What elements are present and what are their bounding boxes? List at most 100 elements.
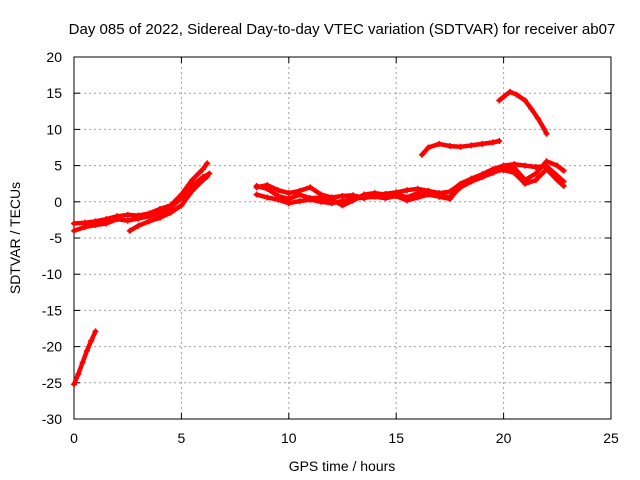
data-point	[339, 193, 346, 200]
data-point	[253, 191, 260, 198]
chart-title: Day 085 of 2022, Sidereal Day-to-day VTE…	[69, 21, 616, 38]
data-point	[446, 195, 453, 202]
data-point	[511, 164, 518, 171]
series-arc-8	[418, 137, 503, 158]
data-point	[513, 91, 520, 98]
data-point	[285, 195, 292, 202]
data-point	[135, 222, 142, 229]
data-point	[543, 158, 550, 165]
series-line	[497, 89, 549, 136]
data-point	[167, 204, 174, 211]
y-tick-label: -30	[42, 411, 62, 427]
series-arc-7	[253, 166, 567, 209]
data-point	[403, 187, 410, 194]
data-point	[71, 227, 77, 234]
data-point	[534, 115, 541, 122]
axis-ticks: 0 5 10 15 20 25 -30 -25 -20 -15 -10 -5 0 5 10 15 20	[42, 49, 619, 446]
y-tick-label: 15	[46, 85, 62, 101]
data-point	[81, 224, 88, 231]
data-point	[382, 191, 389, 198]
data-point	[532, 177, 539, 184]
data-point	[500, 166, 507, 173]
data-point	[135, 215, 142, 222]
x-tick-label: 20	[496, 430, 512, 446]
data-point	[528, 106, 535, 113]
data-point	[489, 168, 496, 175]
series-arc-1	[71, 328, 99, 388]
data-point	[522, 180, 529, 187]
data-point	[124, 211, 131, 218]
data-point	[189, 177, 196, 184]
data-point	[496, 137, 503, 144]
data-point	[554, 162, 561, 169]
y-tick-label: 5	[54, 158, 62, 174]
x-tick-label: 10	[281, 430, 297, 446]
data-point	[532, 164, 539, 171]
x-tick-label: 5	[178, 430, 186, 446]
data-point	[199, 166, 206, 173]
data-point	[339, 202, 346, 209]
data-point	[479, 140, 486, 147]
data-point	[522, 162, 529, 169]
data-point	[393, 190, 400, 197]
y-tick-label: -10	[42, 266, 62, 282]
data-point	[253, 182, 260, 189]
data-point	[318, 194, 325, 201]
data-point	[350, 197, 357, 204]
data-point	[199, 177, 206, 184]
data-point	[425, 191, 432, 198]
data-point	[500, 93, 507, 100]
y-tick-label: 10	[46, 121, 62, 137]
data-point	[554, 177, 561, 184]
data-point	[113, 216, 120, 223]
grid-lines	[74, 57, 611, 419]
y-tick-label: 20	[46, 49, 62, 65]
data-point	[296, 191, 303, 198]
data-points	[71, 88, 567, 388]
data-point	[178, 202, 185, 209]
data-point	[496, 97, 503, 104]
y-axis-label: SDTVAR / TECUs	[7, 182, 23, 294]
data-point	[204, 173, 211, 180]
data-point	[79, 359, 86, 366]
data-point	[489, 139, 496, 146]
series-line	[71, 329, 98, 387]
y-tick-label: -15	[42, 302, 62, 318]
series-arc-4	[126, 173, 211, 234]
data-point	[146, 218, 153, 225]
series-line	[127, 174, 210, 234]
data-point	[560, 167, 567, 174]
data-point	[92, 221, 99, 228]
data-point	[124, 217, 131, 224]
data-point	[189, 187, 196, 194]
data-point	[75, 371, 82, 378]
series-arc-9	[496, 88, 550, 137]
data-point	[403, 194, 410, 201]
data-point	[560, 182, 567, 189]
data-point	[88, 337, 95, 344]
y-tick-label: -20	[42, 339, 62, 355]
data-point	[275, 187, 282, 194]
data-point	[418, 151, 425, 158]
data-point	[275, 193, 282, 200]
data-point	[296, 198, 303, 205]
data-point	[307, 184, 314, 191]
data-point	[146, 213, 153, 220]
x-tick-label: 0	[70, 430, 78, 446]
data-point	[468, 142, 475, 149]
data-point	[457, 143, 464, 150]
data-point	[436, 193, 443, 200]
data-point	[167, 209, 174, 216]
data-point	[204, 160, 211, 167]
data-point	[178, 195, 185, 202]
data-point	[436, 140, 443, 147]
data-point	[103, 220, 110, 227]
y-tick-label: 0	[54, 194, 62, 210]
x-tick-label: 15	[388, 430, 404, 446]
data-point	[543, 166, 550, 173]
data-point	[414, 190, 421, 197]
data-point	[507, 88, 514, 95]
data-point	[479, 172, 486, 179]
data-point	[360, 191, 367, 198]
data-point	[83, 347, 90, 354]
